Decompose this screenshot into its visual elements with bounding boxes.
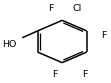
Text: HO: HO bbox=[2, 40, 17, 49]
Text: F: F bbox=[82, 70, 87, 79]
Text: F: F bbox=[52, 70, 57, 79]
Text: F: F bbox=[101, 31, 106, 40]
Text: Cl: Cl bbox=[73, 4, 82, 13]
Text: F: F bbox=[48, 4, 53, 13]
